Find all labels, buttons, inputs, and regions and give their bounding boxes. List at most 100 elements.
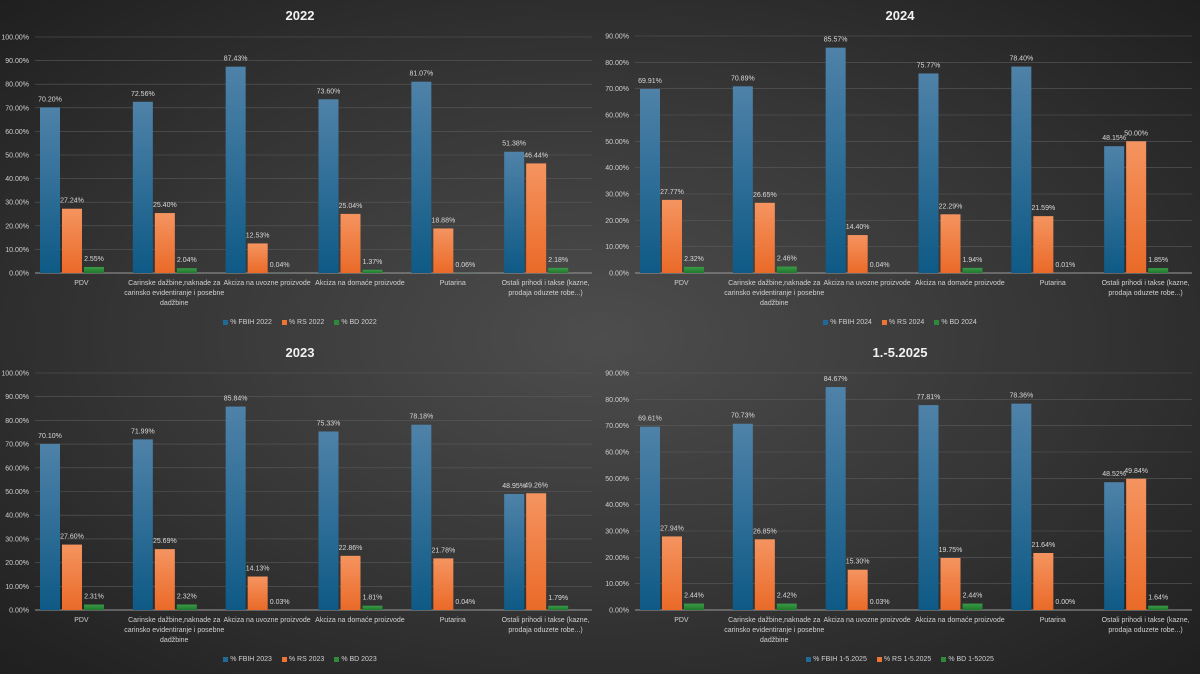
y-tick-label: 20.00%	[5, 560, 29, 567]
chart-title: 2022	[285, 8, 315, 23]
data-label: 1.85%	[1148, 257, 1168, 264]
bar-rs	[1126, 478, 1147, 610]
bar-rs	[62, 544, 82, 610]
data-label: 69.61%	[638, 416, 662, 423]
data-label: 73.60%	[317, 88, 341, 95]
bar-fbih	[225, 406, 246, 610]
y-tick-label: 70.00%	[605, 86, 629, 93]
x-category-label: Ostali prihodi i takse (kazne, prodaja o…	[501, 280, 590, 297]
bar-rs	[940, 557, 961, 610]
legend: % FBIH 2022 % RS 2022 % BD 2022	[0, 319, 600, 326]
data-label: 48.52%	[1102, 471, 1126, 478]
data-label: 21.59%	[1031, 205, 1055, 212]
data-label: 2.46%	[777, 256, 797, 263]
data-label: 46.44%	[524, 152, 548, 159]
data-label: 51.38%	[502, 141, 526, 148]
y-tick-label: 40.00%	[5, 513, 29, 520]
x-category-label: PDV	[74, 617, 89, 624]
bar-chart: 0.00% 10.00% 20.00% 30.00% 40.00% 50.00% 60.00…	[1, 35, 592, 278]
y-tick-label: 80.00%	[605, 397, 629, 404]
bar-fbih	[40, 107, 60, 273]
y-tick-label: 30.00%	[5, 536, 29, 543]
data-label: 26.85%	[753, 528, 777, 535]
x-category-label: Putarina	[1039, 280, 1066, 287]
y-tick-label: 60.00%	[5, 129, 29, 136]
legend-label: % FBIH 2023	[230, 656, 272, 663]
y-tick-label: 80.00%	[605, 60, 629, 67]
data-label: 14.13%	[246, 566, 270, 573]
y-tick-label: 40.00%	[605, 165, 629, 172]
bar-rs	[154, 549, 175, 610]
bar-rs	[1033, 553, 1054, 610]
chart-panel: 0.00% 10.00% 20.00% 30.00% 40.00% 50.00% 60.00…	[600, 0, 1200, 337]
data-label: 2.32%	[177, 594, 197, 601]
data-label: 25.40%	[153, 202, 177, 209]
y-tick-label: 60.00%	[5, 465, 29, 472]
data-label: 27.24%	[60, 198, 84, 205]
y-tick-label: 60.00%	[605, 113, 629, 120]
bar-chart: 0.00% 10.00% 20.00% 30.00% 40.00% 50.00% 60.00…	[605, 34, 1192, 278]
legend-swatch	[823, 319, 829, 325]
y-tick-label: 50.00%	[605, 476, 629, 483]
legend-label: % RS 2022	[288, 319, 325, 326]
data-label: 78.18%	[409, 414, 433, 421]
y-tick-label: 10.00%	[605, 244, 629, 251]
data-label: 70.89%	[731, 75, 755, 82]
x-category-label: PDV	[674, 280, 689, 287]
y-tick-label: 90.00%	[605, 34, 629, 41]
y-tick-label: 80.00%	[5, 82, 29, 89]
bar-fbih	[132, 101, 153, 274]
bar-fbih	[918, 405, 939, 610]
data-label: 50.00%	[1124, 130, 1148, 137]
bar-bd	[176, 604, 197, 610]
y-tick-label: 0.00%	[609, 271, 629, 278]
x-category-label: Ostali prihodi i takse (kazne, prodaja o…	[1101, 280, 1190, 297]
data-label: 27.60%	[60, 534, 84, 541]
bar-bd	[548, 267, 569, 273]
bar-bd	[962, 603, 983, 610]
data-label: 48.15%	[1102, 135, 1126, 142]
y-tick-label: 70.00%	[5, 105, 29, 112]
legend-swatch	[223, 319, 229, 325]
y-tick-label: 30.00%	[5, 200, 29, 207]
bar-bd	[84, 604, 104, 610]
x-category-label: PDV	[74, 280, 89, 287]
bar-rs	[526, 163, 547, 273]
legend-item: % RS 2023	[281, 656, 324, 663]
x-category-label: Carinske dažbine,naknade za carinsko evi…	[724, 617, 825, 644]
y-tick-label: 70.00%	[605, 423, 629, 430]
legend-label: % FBIH 2024	[830, 319, 872, 326]
bar-bd	[962, 267, 983, 273]
data-label: 2.55%	[84, 256, 104, 263]
data-label: 2.44%	[684, 593, 704, 600]
y-tick-label: 0.00%	[609, 608, 629, 615]
x-category-label: Akciza na domaće proizvode	[315, 617, 405, 624]
x-category-label: Akciza na domaće proizvode	[915, 280, 1005, 287]
data-label: 2.44%	[963, 593, 983, 600]
bar-fbih	[918, 73, 939, 273]
y-tick-label: 30.00%	[605, 192, 629, 199]
x-category-label: PDV	[674, 617, 689, 624]
data-label: 70.10%	[38, 433, 62, 440]
data-label: 2.32%	[684, 256, 704, 263]
bar-fbih	[318, 431, 339, 610]
bar-fbih	[640, 88, 660, 274]
bar-chart: 0.00% 10.00% 20.00% 30.00% 40.00% 50.00% 60.00…	[605, 371, 1192, 615]
data-label: 71.99%	[131, 428, 155, 435]
data-label: 84.67%	[824, 376, 848, 383]
legend-swatch	[334, 656, 340, 662]
data-label: 85.84%	[224, 396, 248, 403]
x-category-label: Putarina	[439, 617, 466, 624]
data-label: 49.26%	[524, 482, 548, 489]
bar-rs	[62, 208, 82, 273]
legend-item: % FBIH 2022	[223, 319, 272, 326]
legend-label: % RS 2024	[888, 319, 925, 326]
bar-fbih	[1104, 146, 1125, 273]
bar-fbih	[825, 387, 846, 610]
bar-rs	[154, 213, 175, 273]
bar-rs	[340, 213, 361, 273]
data-label: 69.91%	[638, 78, 662, 85]
data-label: 26.65%	[753, 192, 777, 199]
bar-rs	[247, 243, 268, 273]
chart-panel: 0.00% 10.00% 20.00% 30.00% 40.00% 50.00% 60.00…	[0, 337, 600, 674]
